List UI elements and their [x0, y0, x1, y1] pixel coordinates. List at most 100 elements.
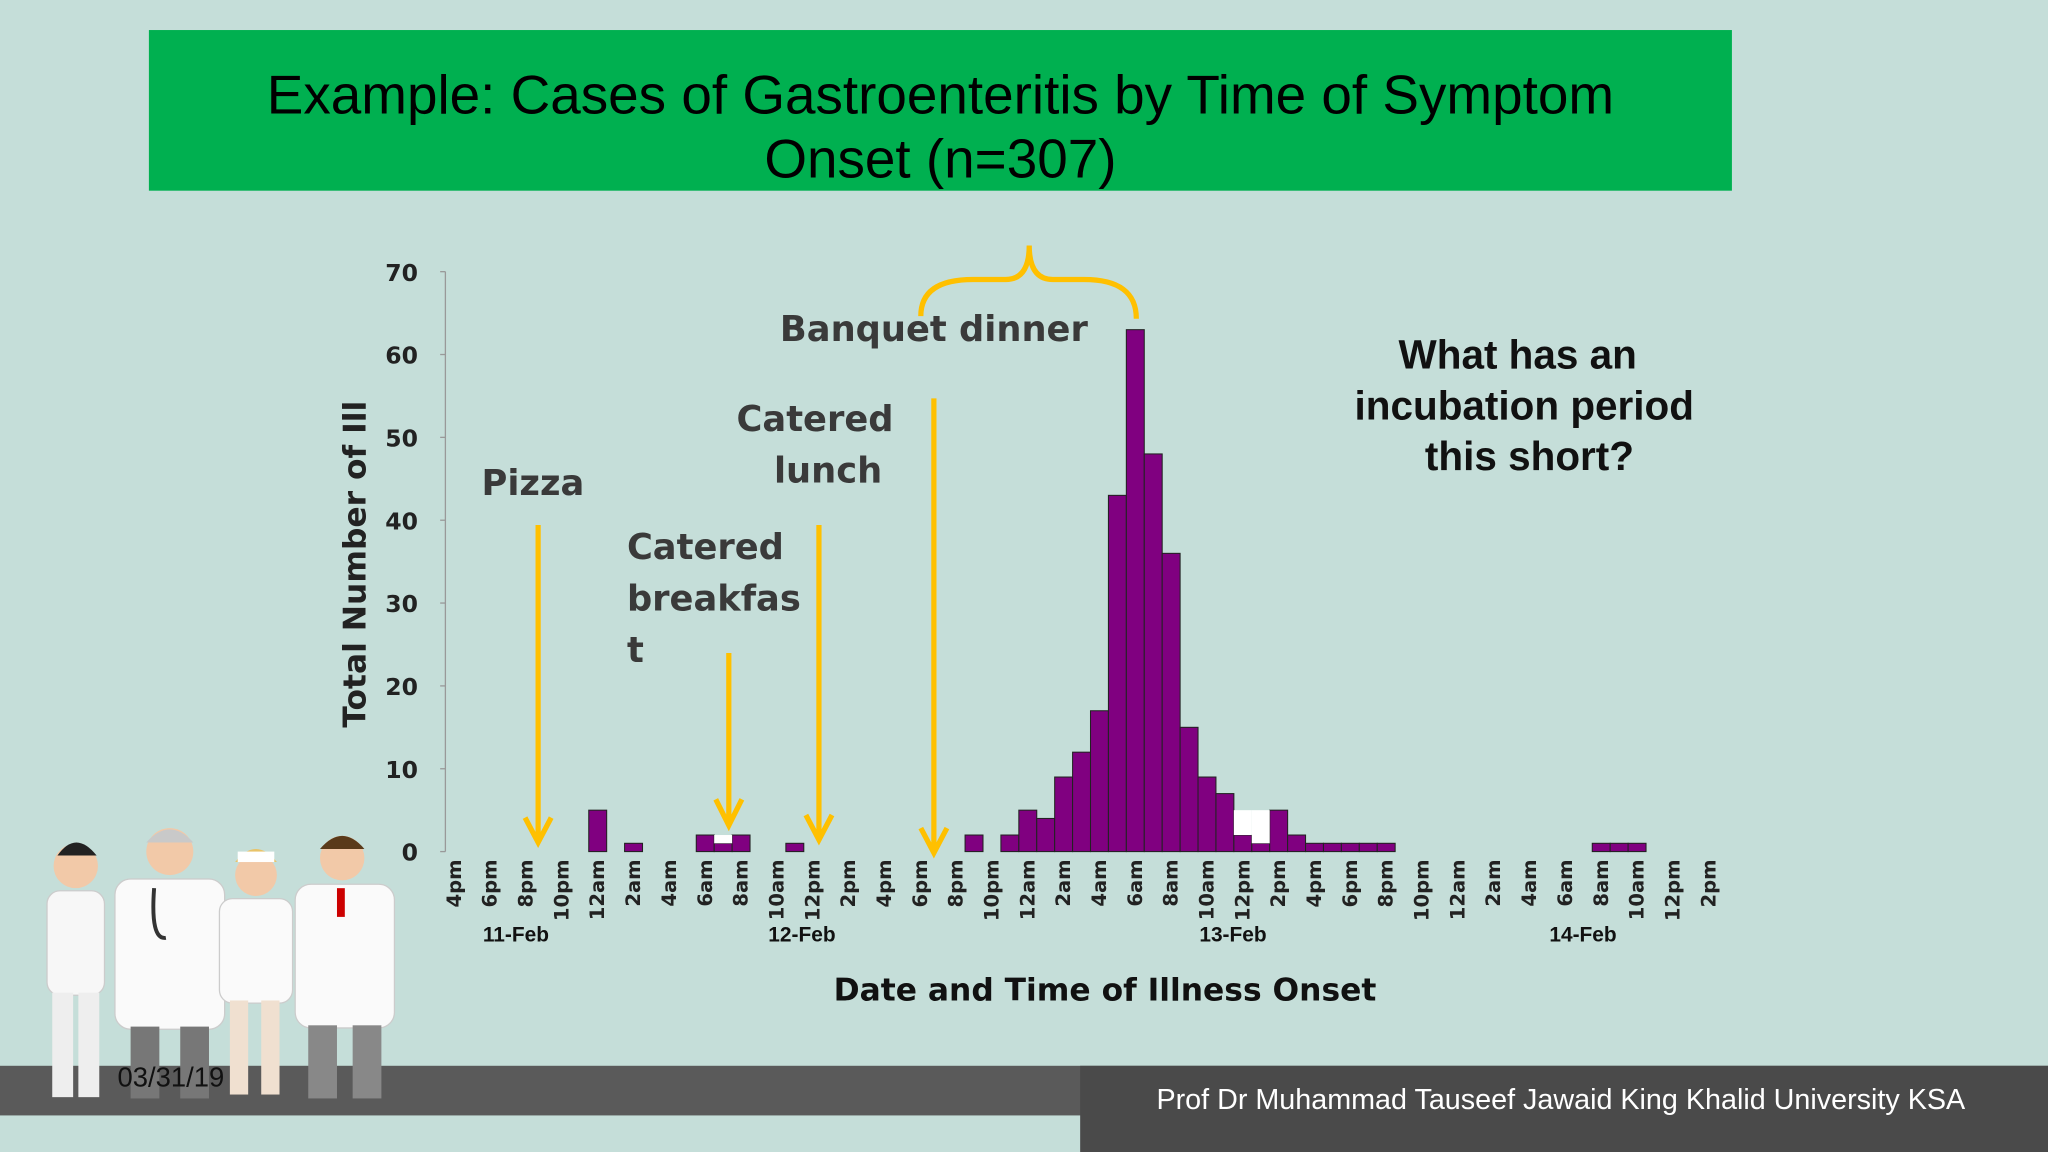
bar	[1161, 552, 1181, 853]
x-tick-label: 12pm	[1231, 859, 1254, 921]
question-line: What has an	[1399, 331, 1637, 377]
date-label: 13-Feb	[1199, 924, 1266, 947]
bar	[1107, 494, 1127, 853]
bar	[695, 834, 715, 853]
bar	[1609, 842, 1629, 853]
y-axis-label: Total Number of Ill	[338, 401, 374, 728]
annotation: Catered	[737, 399, 894, 440]
x-tick-label: 2am	[622, 859, 645, 906]
x-tick-label: 10am	[1196, 859, 1219, 920]
bar	[1287, 834, 1307, 853]
bar	[1251, 842, 1271, 853]
bar	[1089, 710, 1109, 853]
bar	[731, 834, 751, 853]
x-tick-label: 12am	[1446, 859, 1469, 920]
date-label: 14-Feb	[1549, 924, 1616, 947]
bar	[964, 834, 984, 853]
annotation: Banquet dinner	[780, 309, 1089, 350]
x-tick-label: 2pm	[837, 859, 860, 907]
bar	[1233, 810, 1252, 836]
x-tick-label: 6am	[1124, 859, 1147, 906]
arrow	[713, 653, 745, 832]
arrow	[803, 525, 835, 846]
title-line: Onset (n=307)	[764, 128, 1116, 190]
x-tick-label: 4pm	[1303, 859, 1326, 907]
arrow	[918, 398, 950, 859]
x-tick-label: 4pm	[443, 859, 466, 907]
x-tick-label: 2am	[1482, 859, 1505, 906]
bar	[1627, 842, 1647, 853]
bar	[1358, 842, 1378, 853]
y-tick-label: 40	[385, 507, 418, 535]
footer-date: 03/31/19	[118, 1062, 225, 1093]
x-tick-label: 8pm	[945, 859, 968, 907]
x-tick-label: 10pm	[980, 859, 1003, 921]
x-tick-label: 8am	[1160, 859, 1183, 906]
x-tick-label: 6pm	[479, 859, 502, 907]
y-tick-label: 0	[402, 839, 418, 867]
footer-credit: Prof Dr Muhammad Tauseef Jawaid King Kha…	[1156, 1084, 1966, 1116]
x-tick-label: 8am	[1590, 859, 1613, 906]
bar	[1125, 329, 1145, 853]
bar	[1072, 751, 1092, 853]
question: What has an incubation period this short…	[1355, 331, 1694, 479]
annotation: breakfas	[627, 579, 801, 620]
bar	[1054, 776, 1074, 853]
annotation: t	[627, 630, 644, 671]
question-line: this short?	[1425, 433, 1634, 479]
date-label: 12-Feb	[768, 924, 835, 947]
x-axis-label: Date and Time of Illness Onset	[834, 972, 1377, 1008]
doctor	[114, 828, 226, 1099]
bar	[714, 835, 733, 844]
x-tick-label: 6am	[694, 859, 717, 906]
date-label: 11-Feb	[483, 924, 549, 947]
x-tick-label: 10pm	[1411, 859, 1434, 921]
x-tick-label: 2pm	[1697, 859, 1720, 907]
bar	[1305, 842, 1324, 853]
x-tick-label: 10am	[1626, 859, 1649, 920]
nurse	[218, 848, 294, 1095]
brace	[918, 245, 1139, 319]
bar	[1036, 817, 1056, 853]
bar	[1322, 842, 1342, 853]
question-line: incubation period	[1355, 382, 1694, 428]
bar	[1018, 809, 1038, 853]
x-tick-label: 10pm	[550, 859, 573, 921]
title-box	[148, 30, 1732, 191]
y-tick-label: 70	[385, 259, 418, 287]
bar	[1591, 842, 1611, 853]
bar	[1251, 810, 1270, 844]
arrow	[522, 525, 554, 849]
x-tick-label: 6pm	[909, 859, 932, 907]
doctor	[46, 842, 106, 1098]
annotation: Pizza	[482, 463, 585, 504]
bar	[1215, 793, 1235, 853]
y-tick-label: 20	[385, 673, 418, 701]
doctors-illustration	[46, 828, 396, 1099]
y-tick-label: 30	[385, 590, 418, 618]
x-tick-label: 8pm	[1375, 859, 1398, 907]
bar	[1376, 842, 1396, 853]
bar	[1179, 726, 1199, 853]
y-tick-label: 10	[385, 756, 418, 784]
bar	[1269, 809, 1289, 853]
x-tick-label: 4pm	[873, 859, 896, 907]
bar	[1000, 834, 1020, 853]
bar	[713, 842, 733, 853]
bar	[588, 809, 608, 853]
x-tick-label: 4am	[658, 859, 681, 906]
x-tick-label: 12pm	[1661, 859, 1684, 921]
bar	[1143, 453, 1163, 853]
y-tick-label: 60	[385, 342, 418, 370]
y-tick-label: 50	[385, 425, 418, 453]
x-tick-label: 4am	[1088, 859, 1111, 906]
doctor	[294, 835, 396, 1099]
x-tick-label: 10am	[765, 859, 788, 920]
title-line: Example: Cases of Gastroenteritis by Tim…	[267, 64, 1614, 126]
x-tick-label: 4am	[1518, 859, 1541, 906]
bar	[1197, 776, 1217, 853]
x-tick-label: 2am	[1052, 859, 1075, 906]
arrows	[522, 245, 1139, 859]
